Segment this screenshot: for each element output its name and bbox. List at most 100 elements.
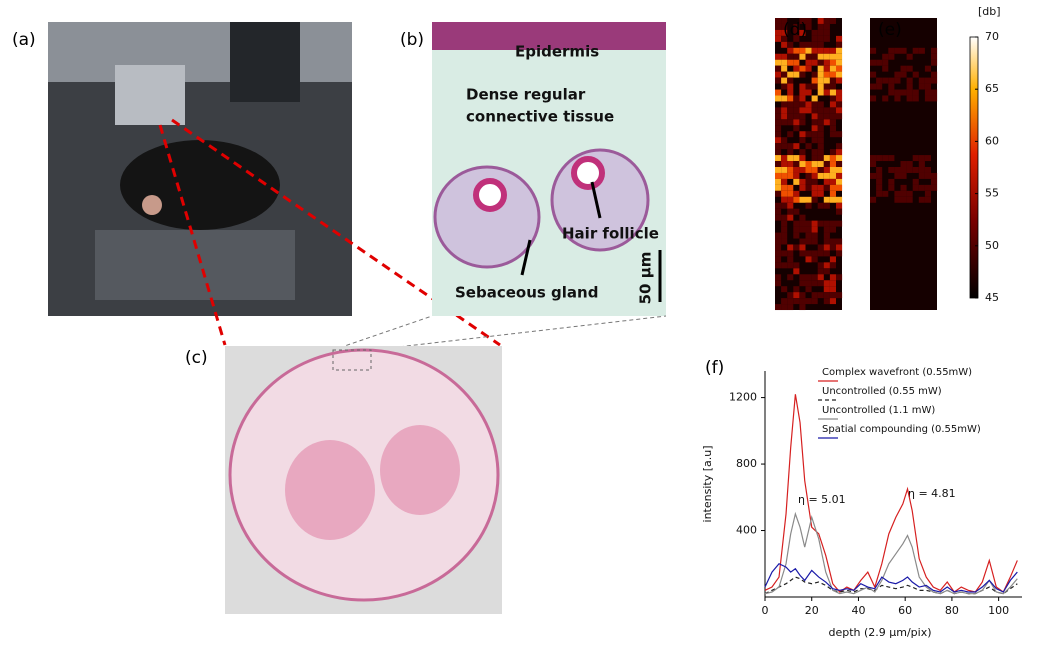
heatmap-cell bbox=[823, 178, 830, 185]
heatmap-cell bbox=[817, 143, 824, 150]
heatmap-cell bbox=[775, 167, 782, 173]
heatmap-cell bbox=[799, 95, 806, 102]
heatmap-cell bbox=[876, 178, 883, 185]
heatmap-cell bbox=[781, 286, 788, 293]
heatmap-cell bbox=[836, 107, 843, 114]
heatmap-cell bbox=[787, 119, 794, 126]
heatmap-cell bbox=[787, 59, 794, 66]
heatmap-cell bbox=[817, 280, 824, 287]
heatmap-cell bbox=[805, 226, 812, 233]
heatmap-cell bbox=[931, 184, 938, 191]
heatmap-cell bbox=[882, 95, 889, 102]
heatmap-cell bbox=[836, 53, 843, 60]
heatmap-cell bbox=[793, 220, 800, 227]
heatmap-cell bbox=[817, 77, 824, 84]
heatmap-cell bbox=[817, 137, 824, 144]
heatmap-cell bbox=[823, 238, 830, 245]
heatmap-cell bbox=[912, 47, 919, 54]
heatmap-cell bbox=[799, 41, 806, 48]
heatmap-cell bbox=[836, 47, 843, 54]
heatmap-cell bbox=[817, 274, 824, 281]
heatmap-cell bbox=[775, 250, 782, 257]
heatmap-cell bbox=[829, 65, 836, 72]
heatmap-cell bbox=[900, 184, 907, 191]
panel-label: (e) bbox=[878, 20, 902, 40]
heatmap-cell bbox=[793, 47, 800, 54]
heatmap-cell bbox=[931, 172, 938, 179]
heatmap-cell bbox=[787, 208, 794, 215]
heatmap-cell bbox=[775, 59, 782, 66]
heatmap-cell bbox=[787, 95, 794, 102]
heatmap-cell bbox=[799, 238, 806, 245]
heatmap-cell bbox=[793, 286, 800, 293]
heatmap-cell bbox=[894, 167, 901, 173]
heatmap-cell bbox=[799, 113, 806, 120]
heatmap-cell bbox=[829, 53, 836, 60]
series-line bbox=[764, 511, 1018, 595]
heatmap-cell bbox=[781, 113, 788, 120]
heatmap-cell bbox=[823, 232, 830, 239]
heatmap-cell bbox=[799, 149, 806, 156]
heatmap-cell bbox=[811, 161, 818, 167]
heatmap-cell bbox=[900, 71, 907, 78]
heatmap-cell bbox=[888, 178, 895, 185]
heatmap-cell bbox=[836, 208, 843, 215]
heatmap-cell bbox=[829, 262, 836, 269]
heatmap-cell bbox=[811, 131, 818, 138]
heatmap-cell bbox=[823, 167, 830, 173]
photo-setup bbox=[48, 22, 352, 316]
heatmap-cell bbox=[775, 53, 782, 60]
heatmap-cell bbox=[805, 298, 812, 305]
x-tick-label: 60 bbox=[898, 604, 912, 617]
heatmap-cell bbox=[781, 18, 788, 24]
heatmap-cell bbox=[876, 77, 883, 84]
heatmap-cell bbox=[870, 172, 877, 179]
heatmap-cell bbox=[805, 65, 812, 72]
heatmap-cell bbox=[836, 65, 843, 72]
heatmap-cell bbox=[931, 178, 938, 185]
heatmap-cell bbox=[793, 65, 800, 72]
heatmap-cell bbox=[781, 214, 788, 221]
heatmap-cell bbox=[781, 238, 788, 245]
heatmap-cell bbox=[811, 196, 818, 203]
heatmap-cell bbox=[811, 274, 818, 281]
heatmap-cell bbox=[894, 172, 901, 179]
heatmap-cell bbox=[811, 47, 818, 54]
heatmap-cell bbox=[823, 71, 830, 78]
heatmap-cell bbox=[811, 232, 818, 239]
heatmap-cell bbox=[912, 184, 919, 191]
heatmap-cell bbox=[829, 256, 836, 263]
heatmap-cell bbox=[811, 250, 818, 257]
heatmap-cell bbox=[781, 161, 788, 167]
heatmap-cell bbox=[823, 77, 830, 84]
heatmap-cell bbox=[775, 280, 782, 287]
heatmap-cell bbox=[829, 47, 836, 54]
heatmap-cell bbox=[787, 107, 794, 114]
heatmap-cell bbox=[805, 18, 812, 24]
heatmap-cell bbox=[781, 262, 788, 269]
heatmap-cell bbox=[775, 125, 782, 132]
heatmap-cell bbox=[906, 53, 913, 60]
heatmap-cell bbox=[817, 262, 824, 269]
heatmap-cell bbox=[781, 35, 788, 42]
heatmap-cell bbox=[781, 178, 788, 185]
heatmap-cell bbox=[823, 292, 830, 299]
heatmap-cell bbox=[805, 41, 812, 48]
heatmap-cell bbox=[793, 292, 800, 299]
panel-label: (a) bbox=[12, 30, 36, 50]
heatmap-cell bbox=[836, 41, 843, 48]
heatmap-cell bbox=[817, 155, 824, 162]
heatmap-cell bbox=[781, 101, 788, 108]
heatmap-cell bbox=[823, 220, 830, 227]
photo-histology bbox=[432, 22, 666, 316]
heatmap-cell bbox=[775, 244, 782, 251]
colorbar-tick-label: 50 bbox=[985, 239, 999, 252]
heatmap-cell bbox=[876, 172, 883, 179]
heatmap-cell bbox=[817, 113, 824, 120]
heatmap-cell bbox=[799, 167, 806, 173]
heatmap-cell bbox=[823, 184, 830, 191]
heatmap-cell bbox=[799, 280, 806, 287]
heatmap-cell bbox=[823, 262, 830, 269]
heatmap-cell bbox=[906, 196, 913, 203]
heatmap-cell bbox=[870, 95, 877, 102]
